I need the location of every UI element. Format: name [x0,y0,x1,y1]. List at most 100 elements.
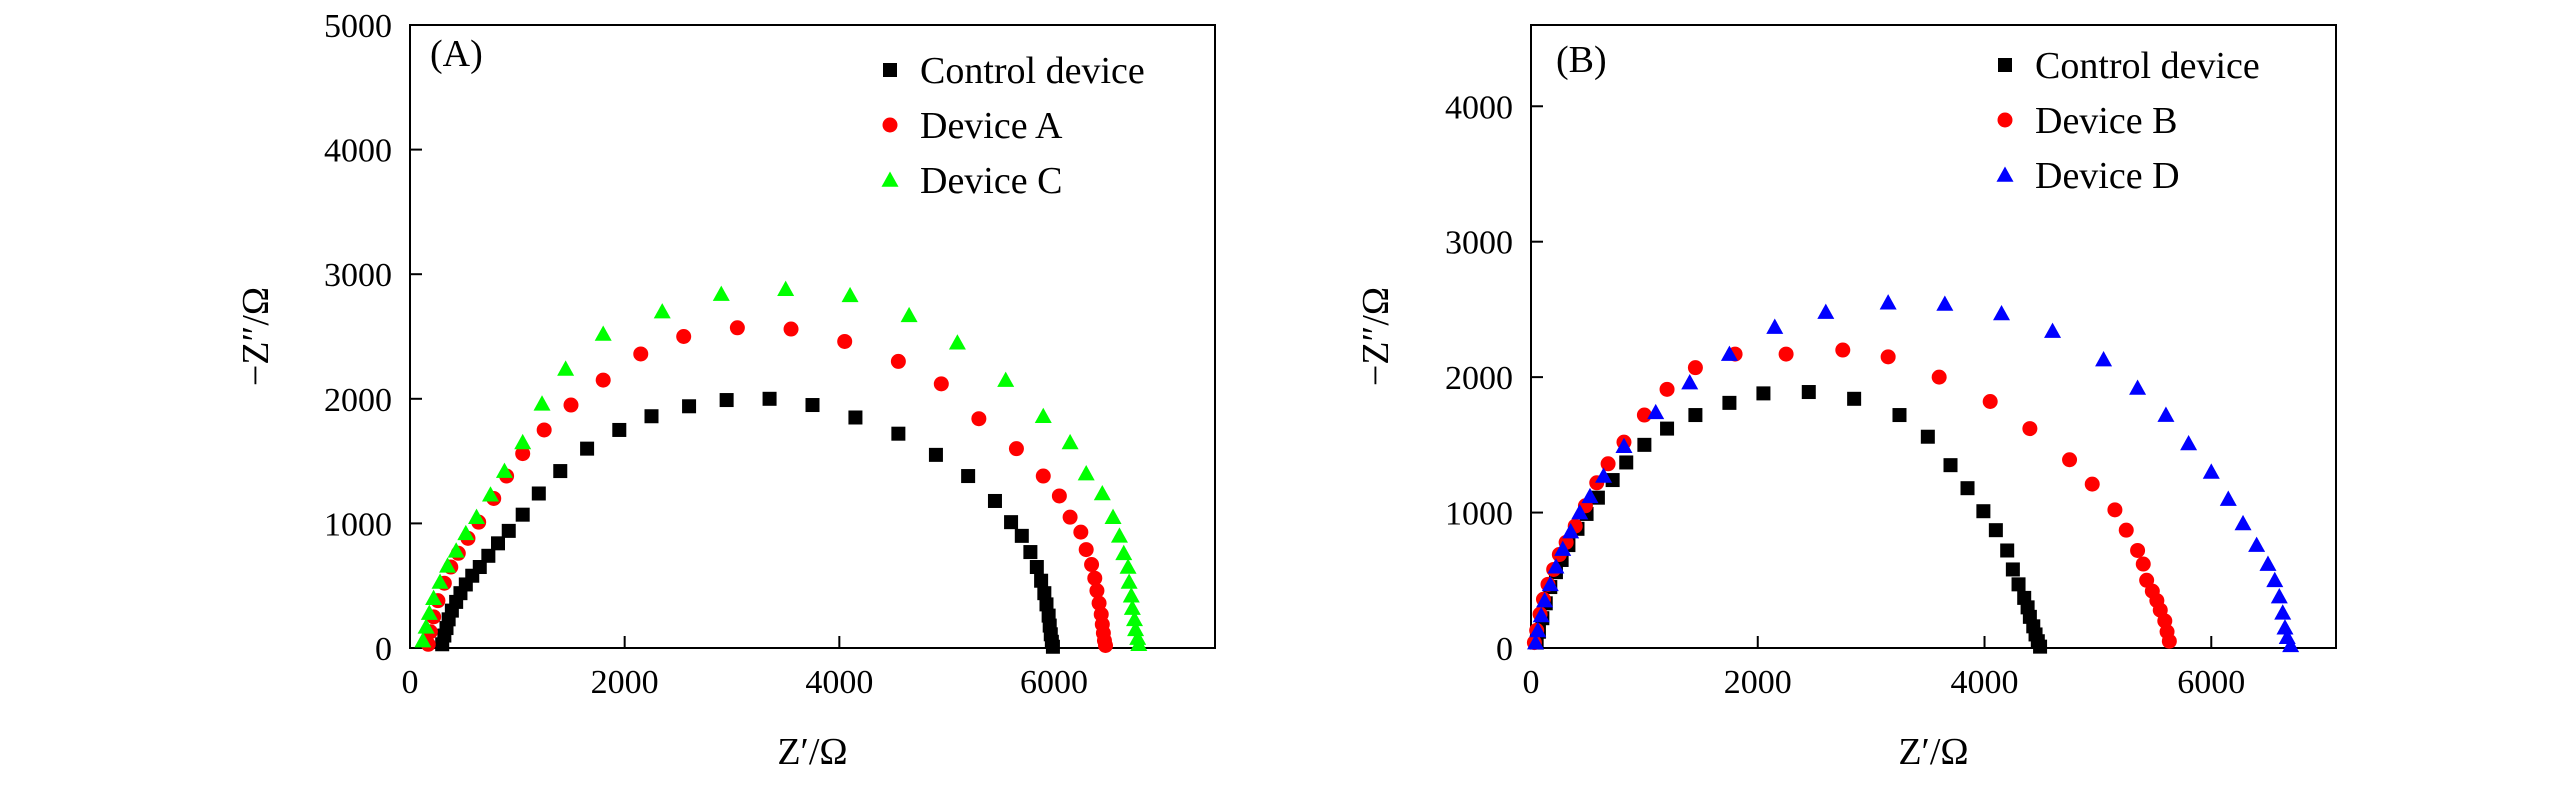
legend-label-control-device: Control device [2035,45,2260,87]
data-point-device-b [2118,522,2134,538]
data-point-device-b [2130,542,2146,558]
panel-b: (B) Z′/Ω −Z″/Ω 0 2000 4000 6000 0 1000 2000 300… [1355,24,2337,773]
data-point-device-c [447,542,465,558]
data-point-device-c [417,618,435,634]
y-tick-label: 4000 [324,133,392,170]
data-point-control-device [1637,437,1652,452]
data-point-device-d [1571,504,1589,520]
y-tick-label: 1000 [1445,496,1513,533]
data-point-device-a [1051,488,1067,504]
data-point-device-a [563,397,579,413]
data-point-control-device [1960,481,1975,496]
data-point-device-a [933,376,949,392]
data-point-device-c [414,632,432,648]
data-point-control-device [472,560,487,575]
data-point-device-c [514,433,532,450]
y-tick-label: 2000 [1445,360,1513,397]
y-axis-label-a: −Z″/Ω [235,287,277,386]
data-point-device-c [1104,508,1122,524]
data-point-control-device [612,422,627,437]
data-point-device-d [2095,351,2113,367]
data-point-device-a [1062,509,1078,525]
data-point-device-b [1659,381,1675,397]
data-point-device-d [1615,437,1633,454]
data-point-control-device [891,426,906,441]
plot-area-a [409,24,1216,649]
data-point-control-device [2033,639,2048,654]
data-point-control-device [481,548,496,563]
data-point-device-d [2274,604,2292,620]
data-point-device-a [1073,524,1089,540]
data-point-device-d [1595,467,1613,483]
y-tick-label: 2000 [324,382,392,419]
data-point-control-device [1045,639,1060,654]
data-point-device-d [1547,558,1565,574]
marks-b [1526,294,2300,654]
data-point-device-c [712,285,730,301]
data-point-control-device [1029,560,1044,575]
data-point-device-d [1936,295,1954,311]
data-point-control-device [491,536,506,551]
data-point-device-c [653,303,671,319]
data-point-control-device [682,399,697,414]
x-tick-label: 4000 [805,664,873,701]
data-point-device-a [536,422,552,438]
data-point-device-d [2270,588,2288,604]
data-point-device-c [1127,620,1145,637]
legend-label-control-device: Control device [920,50,1145,92]
data-point-device-a [971,411,987,427]
x-tick-label: 2000 [1724,664,1792,701]
legend-b: Control device Device B Device D [1996,45,2260,197]
data-point-device-a [1098,638,1114,654]
data-point-device-d [1581,487,1599,504]
data-point-device-c [1130,635,1148,652]
data-point-control-device [1892,408,1907,423]
legend-marker-device-b [1997,112,2013,128]
data-point-device-c [533,395,551,411]
y-axis-label-b: −Z″/Ω [1355,287,1397,386]
data-point-control-device [1801,385,1816,400]
panel-a: (A) Z′/Ω −Z″/Ω 0 2000 4000 6000 0 1000 2000 300… [235,8,1216,773]
data-point-control-device [1023,545,1038,560]
legend-label-device-c: Device C [920,160,1062,202]
data-point-control-device [1988,523,2003,538]
data-point-device-d [2276,619,2294,635]
data-point-device-a [1008,441,1024,457]
data-point-control-device [1756,386,1771,401]
y-tick-label: 0 [1496,631,1513,668]
data-point-device-a [595,372,611,388]
data-point-device-c [1123,599,1141,615]
legend-marker-device-d [1996,166,2014,182]
data-point-control-device [928,447,943,462]
data-point-device-d [1993,304,2011,321]
data-point-control-device [961,469,976,484]
data-point-device-c [439,557,457,573]
data-point-control-device [1688,408,1703,423]
data-point-device-a [676,329,692,344]
marks-a [414,280,1148,654]
data-point-device-b [2062,452,2078,468]
data-point-device-b [2161,633,2177,649]
data-point-device-b [1931,369,1947,385]
data-point-device-a [633,346,649,362]
legend-label-device-b: Device B [2035,100,2177,142]
legend-marker-device-c [881,171,899,187]
data-point-control-device [1943,458,1958,473]
panel-label-b: (B) [1556,39,1607,81]
data-point-device-c [1110,527,1128,543]
data-point-device-a [1091,595,1107,611]
data-point-device-a [1087,570,1103,586]
data-point-device-c [420,604,438,620]
data-point-device-b [1982,394,1998,410]
data-point-device-b [1687,360,1703,376]
data-point-device-d [2259,555,2277,571]
x-tick-label: 0 [1523,664,1540,701]
data-point-device-c [557,360,575,376]
data-point-device-c [1122,587,1140,603]
legend-marker-device-a [882,117,898,133]
data-point-device-c [425,589,443,605]
data-point-device-c [948,334,966,350]
data-point-device-b [2107,502,2123,518]
data-point-device-c [1129,629,1147,645]
data-point-control-device [1619,455,1634,470]
